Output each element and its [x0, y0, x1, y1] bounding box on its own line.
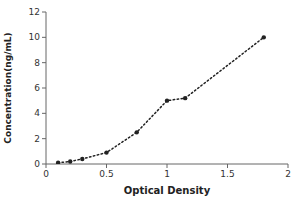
point [56, 161, 60, 164]
x-tick-label: 0 [43, 169, 49, 179]
y-tick-label: 4 [34, 108, 40, 118]
x-tick [288, 164, 289, 168]
line [58, 37, 264, 162]
y-tick-label: 12 [29, 7, 40, 17]
y-tick [42, 12, 46, 13]
chart: 0 0.5 1 1.5 2 0 2 4 6 8 10 12 Optical Density Concent… [0, 0, 300, 200]
y-axis-label: Concentration(ng/mL) [3, 32, 13, 143]
x-tick-label: 2 [285, 169, 291, 179]
x-tick [227, 164, 228, 168]
y-tick [42, 37, 46, 38]
y-tick-label: 6 [34, 83, 40, 93]
y-tick [42, 88, 46, 89]
point [183, 96, 187, 100]
x-tick-label: 1 [164, 169, 170, 179]
x-tick [46, 164, 47, 168]
point [80, 157, 84, 161]
y-tick [42, 113, 46, 114]
y-tick-label: 8 [34, 58, 40, 68]
x-tick [106, 164, 107, 168]
x-tick-label: 0.5 [99, 169, 113, 179]
point [262, 35, 266, 39]
point [104, 150, 108, 154]
y-tick [42, 62, 46, 63]
y-tick [42, 164, 46, 165]
plot-area [56, 35, 266, 164]
point [165, 98, 169, 102]
y-tick-label: 2 [34, 134, 40, 144]
point [135, 130, 139, 134]
y-tick [42, 138, 46, 139]
y-tick-label: 0 [34, 159, 40, 169]
point [68, 159, 72, 163]
x-tick [167, 164, 168, 168]
x-tick-label: 1.5 [220, 169, 234, 179]
y-tick-label: 10 [29, 32, 41, 42]
x-axis-label: Optical Density [124, 185, 211, 196]
